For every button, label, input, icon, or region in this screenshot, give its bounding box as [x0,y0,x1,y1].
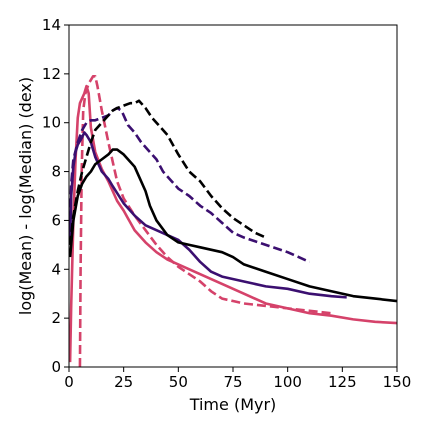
y-axis: 0 2 4 6 8 10 12 14 [42,16,69,376]
y-tick-label: 2 [51,309,61,327]
series-line-4 [69,106,311,264]
y-tick-label: 8 [51,163,61,181]
x-tick-label: 125 [328,373,357,391]
y-tick-label: 10 [42,114,61,132]
y-tick-label: 0 [51,358,61,376]
y-tick-label: 4 [51,260,61,278]
x-tick-label: 100 [273,373,302,391]
x-tick-label: 25 [114,373,133,391]
plot-lines [69,75,397,367]
series-line-3 [69,131,347,299]
x-tick-label: 50 [169,373,188,391]
x-tick-label: 150 [383,373,412,391]
y-tick-label: 14 [42,16,61,34]
y-axis-title: log(Mean) - log(Median) (dex) [16,77,35,315]
x-axis: 0 25 50 75 100 125 150 [64,367,411,391]
series-line-6 [69,99,267,246]
series-line-5 [69,148,397,303]
x-tick-label: 0 [64,373,74,391]
x-axis-title: Time (Myr) [189,395,277,414]
series-line-1 [69,84,397,363]
y-tick-label: 12 [42,65,61,83]
series-line-2 [78,75,332,367]
x-tick-label: 75 [223,373,242,391]
y-tick-label: 6 [51,211,61,229]
